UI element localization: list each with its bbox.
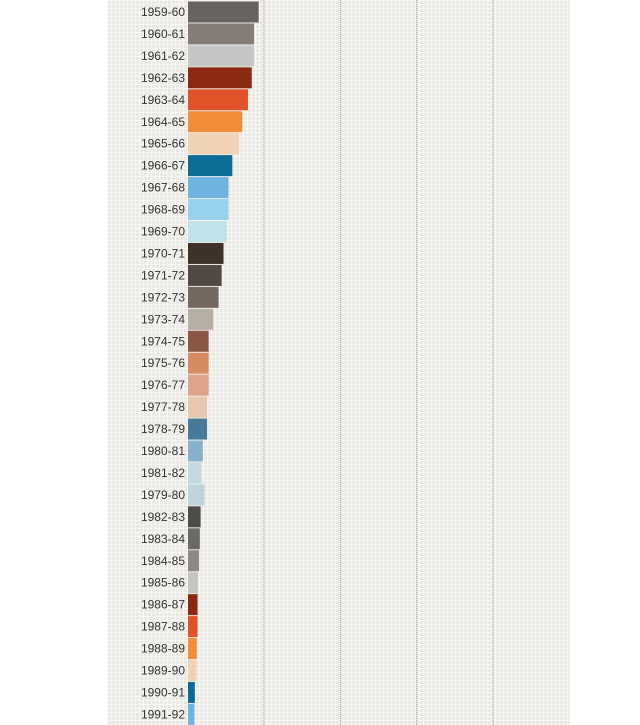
bar[interactable] — [188, 199, 229, 221]
bar-chart: 1959-60 1960-61 1961-62 1962-63 1963-64 1964-… — [141, 0, 494, 725]
bar[interactable] — [188, 528, 200, 550]
bar[interactable] — [188, 638, 197, 660]
bar[interactable] — [188, 45, 255, 67]
category-label: 1984-85 — [141, 554, 185, 568]
category-label: 1985-86 — [141, 576, 185, 590]
bar[interactable] — [188, 396, 208, 418]
category-label: 1969-70 — [141, 225, 185, 239]
bar[interactable] — [188, 660, 197, 681]
bar[interactable] — [188, 155, 233, 177]
bar[interactable] — [188, 550, 200, 572]
category-label: 1967-68 — [141, 181, 185, 195]
bar[interactable] — [188, 418, 208, 440]
category-label: 1978-79 — [141, 422, 185, 436]
category-label: 1980-81 — [141, 444, 185, 458]
category-label: 1976-77 — [141, 378, 185, 392]
bar[interactable] — [188, 242, 224, 264]
bar[interactable] — [188, 352, 209, 374]
bar[interactable] — [188, 484, 205, 506]
category-label: 1972-73 — [141, 290, 185, 304]
category-label: 1987-88 — [141, 620, 185, 634]
bar[interactable] — [188, 703, 195, 725]
bar[interactable] — [188, 286, 219, 308]
bar[interactable] — [188, 264, 222, 286]
category-label: 1962-63 — [141, 71, 185, 85]
bar[interactable] — [188, 616, 198, 638]
bar[interactable] — [188, 440, 203, 462]
category-label: 1970-71 — [141, 246, 185, 260]
category-label: 1979-80 — [141, 488, 185, 502]
category-label: 1961-62 — [141, 49, 185, 63]
category-label: 1959-60 — [141, 5, 185, 19]
bar[interactable] — [188, 111, 243, 133]
bar[interactable] — [188, 462, 202, 484]
bar[interactable] — [188, 89, 248, 111]
bar[interactable] — [188, 572, 198, 594]
category-label: 1988-89 — [141, 642, 185, 656]
bar[interactable] — [188, 221, 227, 242]
category-label: 1990-91 — [141, 685, 185, 699]
bar[interactable] — [188, 23, 255, 45]
category-label: 1973-74 — [141, 312, 185, 326]
bar[interactable] — [188, 1, 259, 23]
category-label: 1975-76 — [141, 356, 185, 370]
bar[interactable] — [188, 330, 209, 352]
category-label: 1991-92 — [141, 707, 185, 721]
bar[interactable] — [188, 177, 229, 199]
bar[interactable] — [188, 594, 198, 616]
category-label: 1983-84 — [141, 532, 185, 546]
category-label: 1982-83 — [141, 510, 185, 524]
category-label: 1986-87 — [141, 598, 185, 612]
category-label: 1968-69 — [141, 203, 185, 217]
bar[interactable] — [188, 67, 252, 89]
bar[interactable] — [188, 308, 214, 330]
bar[interactable] — [188, 133, 240, 155]
bar[interactable] — [188, 374, 209, 396]
category-label: 1977-78 — [141, 400, 185, 414]
category-label: 1966-67 — [141, 159, 185, 173]
category-label: 1963-64 — [141, 93, 185, 107]
category-label: 1965-66 — [141, 137, 185, 151]
category-label: 1981-82 — [141, 466, 185, 480]
category-label: 1974-75 — [141, 334, 185, 348]
category-label: 1964-65 — [141, 115, 185, 129]
category-label: 1960-61 — [141, 27, 185, 41]
bar[interactable] — [188, 506, 201, 528]
chart-panel: 1959-60 1960-61 1961-62 1962-63 1963-64 1964-… — [107, 0, 570, 725]
bar[interactable] — [188, 681, 195, 703]
category-label: 1971-72 — [141, 268, 185, 282]
category-label: 1989-90 — [141, 664, 185, 678]
